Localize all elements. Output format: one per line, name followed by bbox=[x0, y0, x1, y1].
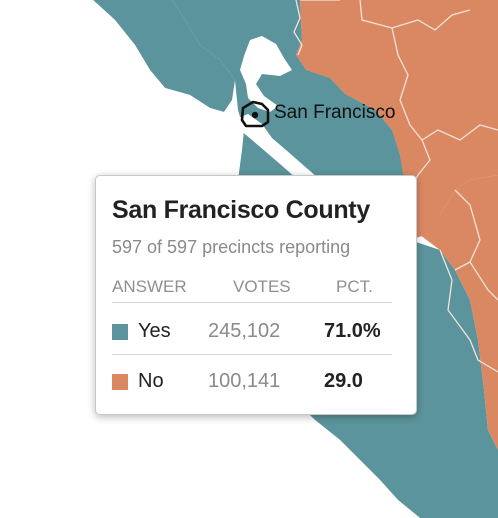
header-answer: ANSWER bbox=[112, 277, 187, 296]
yes-swatch bbox=[112, 324, 128, 340]
result-row-yes: Yes 245,102 71.0% bbox=[96, 317, 416, 347]
county-border bbox=[293, 0, 303, 56]
county-borders bbox=[293, 0, 498, 373]
county-border bbox=[454, 261, 471, 271]
bay-shape bbox=[240, 36, 292, 112]
county-shape bbox=[93, 0, 235, 112]
header-pct: PCT. bbox=[336, 277, 373, 296]
city-dot bbox=[251, 111, 259, 119]
county-shape bbox=[233, 180, 498, 518]
votes-value: 100,141 bbox=[208, 370, 281, 392]
county-border bbox=[439, 249, 498, 373]
header-divider bbox=[112, 302, 392, 303]
tooltip-title: San Francisco County bbox=[112, 196, 370, 224]
sf-county-outline bbox=[240, 100, 270, 128]
county-shape bbox=[296, 0, 498, 240]
pct-value: 29.0 bbox=[324, 370, 363, 392]
tooltip-subtitle: 597 of 597 precincts reporting bbox=[112, 237, 351, 257]
city-label: San Francisco bbox=[274, 102, 396, 123]
county-border bbox=[359, 0, 471, 31]
header-votes: VOTES bbox=[233, 277, 291, 296]
results-tooltip: San Francisco County 597 of 597 precinct… bbox=[95, 175, 417, 415]
votes-value: 245,102 bbox=[208, 320, 281, 342]
answer-label: Yes bbox=[138, 320, 171, 342]
row-divider bbox=[112, 354, 392, 355]
county-border bbox=[391, 27, 498, 141]
county-border bbox=[454, 189, 498, 301]
city-marker-icon[interactable] bbox=[240, 100, 270, 128]
no-swatch bbox=[112, 374, 128, 390]
result-row-no: No 100,141 29.0 bbox=[96, 367, 416, 397]
answer-label: No bbox=[138, 370, 164, 392]
pct-value: 71.0% bbox=[324, 320, 381, 342]
bay-shape bbox=[238, 114, 346, 200]
